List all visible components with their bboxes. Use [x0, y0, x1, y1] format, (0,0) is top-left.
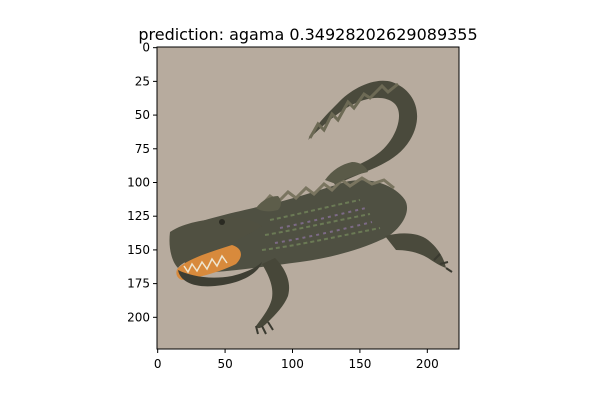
y-tick-label: 75 — [135, 142, 150, 156]
crocodile-front-leg — [256, 258, 290, 329]
image-area — [157, 47, 459, 349]
y-tick-label: 175 — [127, 277, 150, 291]
axes-border — [156, 46, 460, 350]
crocodile-small-foot — [256, 196, 281, 212]
crocodile-teeth — [183, 254, 228, 274]
rear-claws — [433, 253, 453, 273]
y-tick-label: 25 — [135, 74, 150, 88]
x-tick-label: 100 — [281, 357, 304, 371]
crocodile-upper-jaw — [169, 217, 262, 268]
y-tick-label: 125 — [127, 209, 150, 223]
tail-spikes — [308, 82, 399, 139]
crocodile-rear-leg — [385, 233, 446, 268]
y-axis: 0 25 50 75 100 125 150 175 200 — [127, 41, 157, 324]
y-tick-label: 0 — [142, 41, 150, 55]
crocodile-photo — [169, 80, 453, 335]
plot-title: prediction: agama 0.34928202629089355 — [138, 25, 477, 44]
x-tick-label: 200 — [416, 357, 439, 371]
crocodile-mouth — [176, 245, 241, 280]
axes-frame — [156, 46, 460, 350]
x-axis: 0 50 100 150 200 — [154, 349, 439, 371]
y-tick-label: 100 — [127, 175, 150, 189]
scale-texture-purple — [274, 207, 373, 244]
front-claws — [255, 321, 274, 335]
y-tick-label: 200 — [127, 310, 150, 324]
crocodile-tail — [308, 80, 418, 185]
crocodile-lower-jaw — [178, 262, 262, 287]
crocodile-hind-foot — [325, 162, 368, 184]
back-ridge — [260, 176, 395, 206]
crocodile-eye — [219, 219, 225, 225]
y-tick-label: 150 — [127, 243, 150, 257]
x-tick-label: 50 — [217, 357, 232, 371]
x-tick-label: 0 — [154, 357, 162, 371]
y-tick-label: 50 — [135, 108, 150, 122]
scale-texture-green — [261, 199, 381, 251]
x-tick-label: 150 — [348, 357, 371, 371]
